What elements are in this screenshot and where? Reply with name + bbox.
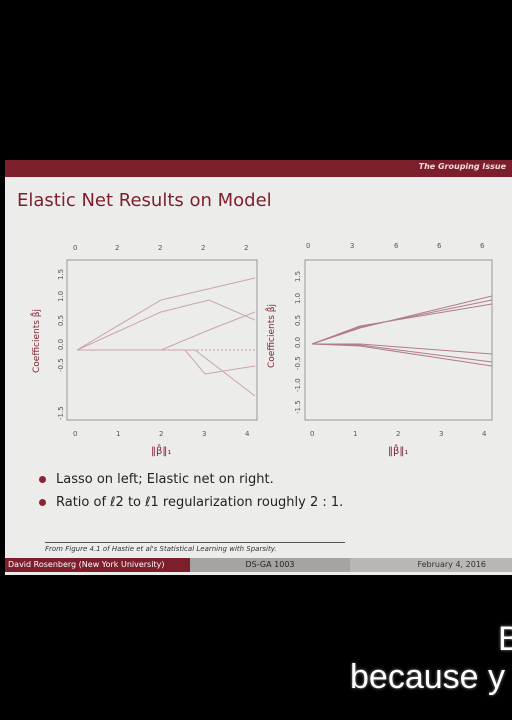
bullet-icon xyxy=(39,499,46,506)
y-tick: -0.5 xyxy=(57,358,65,372)
y-tick: -1.5 xyxy=(294,400,302,414)
video-subtitle: B because y xyxy=(350,620,512,710)
slide-title: Elastic Net Results on Model xyxy=(17,190,272,211)
slide-footer: David Rosenberg (New York University) DS… xyxy=(5,558,512,572)
top-tick: 0 xyxy=(73,244,77,252)
footer-course: DS-GA 1003 xyxy=(190,558,350,572)
top-tick: 0 xyxy=(306,242,310,250)
y-axis-label: Coefficients β̂j xyxy=(29,309,42,373)
path-line xyxy=(76,299,256,351)
x-tick: 4 xyxy=(482,430,487,438)
y-tick: 0.0 xyxy=(294,337,302,348)
y-tick: 0.5 xyxy=(294,315,302,326)
top-tick: 6 xyxy=(437,242,442,250)
coefficient-paths xyxy=(311,295,493,367)
x-tick: 4 xyxy=(245,430,250,438)
x-tick: 2 xyxy=(396,430,400,438)
path-line xyxy=(77,311,256,351)
top-tick: 2 xyxy=(158,244,162,252)
plot-frame xyxy=(304,259,493,421)
plot-frame xyxy=(66,259,258,421)
x-tick: 2 xyxy=(159,430,163,438)
path-line xyxy=(311,295,493,345)
x-tick: 3 xyxy=(202,430,206,438)
lecture-slide: The Grouping Issue Elastic Net Results o… xyxy=(5,160,512,575)
list-item: Ratio of ℓ2 to ℓ1 regularization roughly… xyxy=(39,495,343,510)
x-axis-label: ‖β̂‖₁ xyxy=(151,443,171,457)
bullet-list: Lasso on left; Elastic net on right. Rat… xyxy=(39,472,343,518)
y-tick: 1.0 xyxy=(57,291,65,302)
top-tick: 6 xyxy=(394,242,399,250)
x-tick: 0 xyxy=(73,430,77,438)
y-tick: 1.0 xyxy=(294,293,302,304)
top-tick: 2 xyxy=(115,244,119,252)
y-tick: 0.5 xyxy=(57,315,65,326)
subtitle-line-2: because y xyxy=(350,658,505,696)
slide-header-bar: The Grouping Issue xyxy=(5,160,512,177)
path-line xyxy=(77,349,256,397)
y-axis-label: Coefficients β̂j xyxy=(264,304,277,368)
footer-author: David Rosenberg (New York University) xyxy=(5,558,190,572)
bullet-icon xyxy=(39,476,46,483)
y-tick: 1.5 xyxy=(57,269,65,280)
list-item: Lasso on left; Elastic net on right. xyxy=(39,472,343,487)
y-tick: 0.0 xyxy=(57,339,65,350)
subtitle-line-1: B xyxy=(498,620,512,658)
bullet-text: Lasso on left; Elastic net on right. xyxy=(56,472,274,487)
x-tick: 1 xyxy=(353,430,357,438)
top-tick: 6 xyxy=(480,242,485,250)
path-line xyxy=(311,299,493,345)
path-line xyxy=(77,349,256,375)
coefficient-paths xyxy=(76,277,256,397)
y-tick: -1.0 xyxy=(294,378,302,392)
bullet-text: Ratio of ℓ2 to ℓ1 regularization roughly… xyxy=(56,495,344,510)
path-line xyxy=(311,303,493,345)
section-title: The Grouping Issue xyxy=(418,162,506,171)
y-tick: 1.5 xyxy=(294,271,302,282)
path-line xyxy=(311,343,493,367)
y-tick: -0.5 xyxy=(294,356,302,370)
figure-caption: From Figure 4.1 of Hastie et al's Statis… xyxy=(45,542,345,553)
footer-date: February 4, 2016 xyxy=(350,558,512,572)
x-tick: 3 xyxy=(439,430,443,438)
path-line xyxy=(76,277,256,351)
x-tick: 1 xyxy=(116,430,120,438)
x-tick: 0 xyxy=(310,430,314,438)
lasso-coefficient-plot: 0 2 2 2 2 0 1 2 3 4 -1.5 -0.5 0.0 0.5 1.… xyxy=(29,244,258,457)
top-tick: 2 xyxy=(201,244,205,252)
top-tick: 2 xyxy=(244,244,248,252)
top-tick: 3 xyxy=(350,242,354,250)
elastic-net-coefficient-plot: 0 3 6 6 6 0 1 2 3 4 -1.5 -1.0 -0.5 0.0 0… xyxy=(264,242,493,457)
x-axis-label: ‖β̂‖₁ xyxy=(388,443,408,457)
y-tick: -1.5 xyxy=(57,406,65,420)
